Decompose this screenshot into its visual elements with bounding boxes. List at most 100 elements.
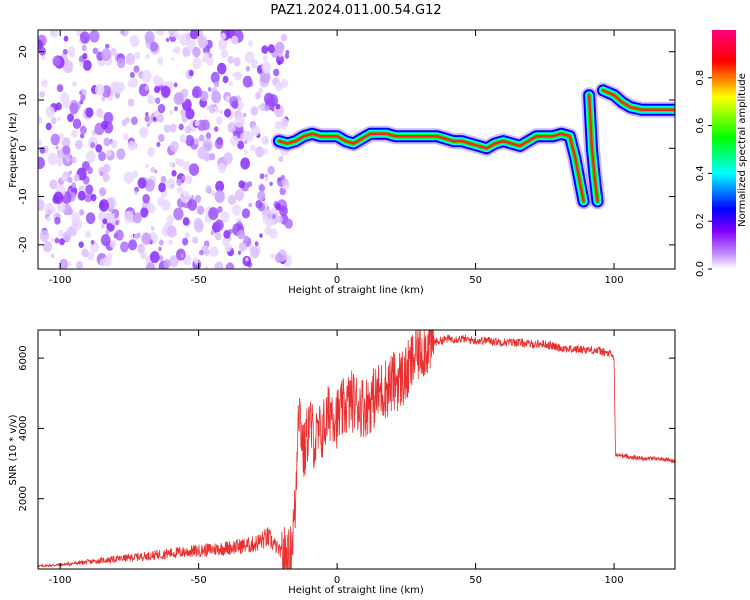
noise-blob bbox=[42, 240, 53, 253]
noise-blob bbox=[137, 243, 145, 254]
noise-blob bbox=[70, 187, 75, 193]
noise-blob bbox=[50, 117, 57, 125]
colorbar-ticks: 0.0 0.2 0.4 0.6 0.8 bbox=[695, 70, 712, 277]
noise-blob bbox=[127, 140, 136, 152]
bottom-x-tick-label: -100 bbox=[49, 575, 72, 586]
noise-blob bbox=[174, 106, 178, 112]
noise-blob bbox=[227, 121, 237, 133]
bottom-x-ticks: -100 -50 0 50 100 bbox=[49, 330, 624, 586]
noise-blob bbox=[95, 144, 103, 153]
top-x-ticks: -100 -50 0 50 100 bbox=[49, 30, 624, 286]
noise-blob bbox=[243, 112, 247, 118]
noise-blob bbox=[50, 133, 60, 146]
noise-blob bbox=[173, 92, 184, 105]
noise-blob bbox=[250, 106, 259, 116]
noise-blob bbox=[237, 250, 242, 255]
noise-blob bbox=[170, 141, 179, 153]
noise-blob bbox=[218, 38, 228, 51]
noise-blob bbox=[215, 180, 225, 193]
noise-blob bbox=[237, 141, 245, 150]
noise-blob bbox=[67, 176, 73, 184]
noise-blob bbox=[273, 68, 280, 77]
noise-blob bbox=[116, 57, 126, 69]
ridge-band-0 bbox=[277, 132, 585, 203]
bottom-x-tick-label: 0 bbox=[334, 575, 340, 586]
noise-blob bbox=[223, 229, 231, 239]
noise-blob bbox=[50, 253, 55, 259]
noise-blob bbox=[182, 160, 191, 171]
noise-blob bbox=[250, 59, 259, 69]
noise-blob bbox=[158, 246, 162, 252]
snr-panel: -100 -50 0 50 100 2000 4000 6000 Height of str… bbox=[8, 329, 676, 596]
noise-blob bbox=[185, 108, 195, 120]
noise-blob bbox=[277, 177, 282, 183]
noise-blob bbox=[232, 204, 242, 216]
noise-blob bbox=[72, 81, 77, 88]
noise-blob bbox=[276, 215, 283, 224]
noise-blob bbox=[89, 30, 100, 43]
noise-blob bbox=[39, 229, 50, 242]
noise-blob bbox=[56, 201, 66, 213]
bottom-y-tick-label: 2000 bbox=[18, 486, 29, 511]
noise-blob bbox=[38, 39, 43, 51]
noise-blob bbox=[250, 144, 256, 152]
colorbar: 0.0 0.2 0.4 0.6 0.8 Normalized spectral ampl… bbox=[695, 30, 748, 277]
noise-blob bbox=[120, 30, 125, 35]
noise-blob bbox=[272, 214, 276, 219]
noise-blob bbox=[78, 241, 84, 248]
noise-blob bbox=[158, 255, 164, 261]
noise-blob bbox=[220, 49, 229, 59]
noise-blob bbox=[150, 226, 155, 231]
noise-blob bbox=[156, 30, 165, 36]
noise-blob bbox=[166, 215, 174, 225]
noise-blob bbox=[245, 257, 249, 262]
noise-blob bbox=[96, 108, 104, 119]
noise-blob bbox=[223, 108, 232, 118]
noise-blob bbox=[210, 190, 216, 197]
noise-blob bbox=[222, 75, 229, 84]
noise-blob bbox=[109, 47, 118, 57]
noise-blob bbox=[41, 54, 46, 61]
noise-blob bbox=[105, 229, 110, 235]
noise-blob bbox=[71, 217, 83, 231]
noise-blob bbox=[255, 199, 263, 209]
noise-blob bbox=[147, 147, 156, 158]
noise-blob bbox=[147, 203, 156, 214]
noise-blob bbox=[149, 250, 160, 264]
noise-blob bbox=[87, 166, 93, 175]
noise-blob bbox=[205, 185, 212, 194]
noise-blob bbox=[115, 229, 124, 241]
colorbar-tick-label: 0.6 bbox=[695, 118, 706, 134]
noise-blob bbox=[217, 206, 223, 214]
noise-blob bbox=[131, 208, 135, 214]
noise-blob bbox=[225, 262, 235, 269]
colorbar-tick-label: 0.0 bbox=[695, 261, 706, 277]
noise-blob bbox=[185, 175, 193, 185]
noise-blob bbox=[205, 132, 212, 140]
noise-blob bbox=[149, 41, 159, 52]
noise-blob bbox=[192, 57, 202, 70]
noise-blob bbox=[267, 44, 275, 54]
noise-blob bbox=[41, 79, 48, 88]
noise-blob bbox=[116, 148, 126, 160]
noise-blob bbox=[163, 124, 171, 133]
noise-blob bbox=[146, 123, 150, 128]
noise-blob bbox=[166, 178, 176, 190]
noise-blob bbox=[140, 207, 149, 218]
noise-blob bbox=[59, 258, 69, 269]
noise-blob bbox=[274, 252, 284, 263]
colorbar-tick-label: 0.4 bbox=[695, 165, 706, 181]
noise-blob bbox=[94, 83, 105, 96]
noise-blob bbox=[55, 102, 62, 111]
noise-blob bbox=[125, 53, 136, 66]
noise-blob bbox=[267, 165, 275, 175]
noise-blob bbox=[145, 262, 156, 269]
noise-blob bbox=[278, 155, 284, 162]
top-y-tick-label: -20 bbox=[18, 237, 29, 253]
noise-blob bbox=[134, 190, 138, 195]
noise-blob bbox=[263, 148, 269, 155]
top-y-tick-label: -10 bbox=[18, 188, 29, 204]
noise-blob bbox=[54, 216, 61, 225]
noise-blob bbox=[248, 202, 253, 208]
noise-blob bbox=[129, 35, 140, 48]
